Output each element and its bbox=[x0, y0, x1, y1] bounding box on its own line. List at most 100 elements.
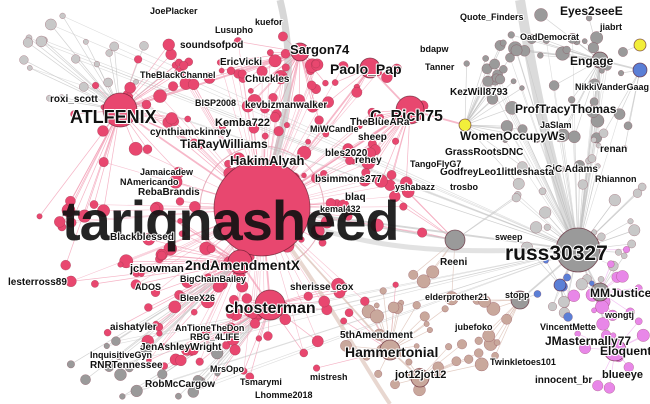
graph-node[interactable] bbox=[318, 295, 330, 308]
graph-node[interactable] bbox=[237, 69, 247, 79]
graph-node[interactable] bbox=[189, 201, 201, 213]
graph-node[interactable] bbox=[482, 75, 494, 87]
graph-node[interactable] bbox=[109, 41, 120, 52]
graph-node[interactable] bbox=[189, 138, 200, 149]
graph-node[interactable] bbox=[322, 130, 330, 138]
graph-node[interactable] bbox=[268, 54, 282, 68]
graph-node[interactable] bbox=[607, 309, 619, 321]
graph-node[interactable] bbox=[247, 87, 254, 94]
graph-node[interactable] bbox=[526, 33, 537, 44]
graph-node[interactable] bbox=[426, 327, 433, 334]
graph-node[interactable] bbox=[399, 202, 408, 211]
graph-node[interactable] bbox=[530, 221, 543, 234]
graph-node[interactable] bbox=[240, 367, 248, 375]
graph-node[interactable] bbox=[66, 217, 77, 228]
graph-node[interactable] bbox=[165, 112, 178, 125]
graph-node[interactable] bbox=[178, 292, 188, 302]
graph-node[interactable] bbox=[320, 216, 334, 229]
hub-node-amend[interactable] bbox=[227, 249, 253, 275]
graph-node[interactable] bbox=[474, 336, 483, 345]
graph-node[interactable] bbox=[351, 86, 363, 98]
graph-node[interactable] bbox=[592, 380, 604, 392]
graph-node[interactable] bbox=[105, 49, 113, 57]
graph-node[interactable] bbox=[585, 15, 593, 22]
graph-node[interactable] bbox=[214, 370, 221, 377]
graph-node[interactable] bbox=[211, 347, 224, 360]
graph-node[interactable] bbox=[338, 61, 349, 72]
graph-node[interactable] bbox=[130, 279, 142, 290]
graph-node[interactable] bbox=[124, 81, 136, 94]
graph-node[interactable] bbox=[201, 325, 211, 336]
graph-node[interactable] bbox=[281, 63, 290, 72]
graph-node[interactable] bbox=[417, 227, 428, 238]
graph-node[interactable] bbox=[114, 351, 124, 360]
graph-node[interactable] bbox=[621, 252, 628, 260]
graph-node[interactable] bbox=[35, 35, 48, 48]
graph-node[interactable] bbox=[268, 92, 278, 103]
graph-node[interactable] bbox=[543, 257, 549, 264]
graph-node[interactable] bbox=[623, 121, 633, 131]
graph-node[interactable] bbox=[510, 44, 523, 57]
graph-node[interactable] bbox=[175, 354, 187, 367]
graph-node[interactable] bbox=[517, 124, 528, 135]
graph-node[interactable] bbox=[60, 259, 71, 271]
graph-node[interactable] bbox=[486, 93, 499, 105]
graph-node[interactable] bbox=[444, 291, 459, 306]
graph-node[interactable] bbox=[256, 65, 268, 77]
graph-node[interactable] bbox=[558, 296, 570, 308]
hub-node-gray3[interactable] bbox=[591, 51, 609, 69]
graph-node[interactable] bbox=[451, 356, 462, 367]
graph-node[interactable] bbox=[533, 290, 542, 298]
graph-node[interactable] bbox=[416, 274, 431, 289]
graph-node[interactable] bbox=[534, 8, 548, 22]
graph-node[interactable] bbox=[59, 12, 66, 19]
graph-node[interactable] bbox=[510, 78, 517, 85]
graph-node[interactable] bbox=[310, 224, 325, 238]
graph-node[interactable] bbox=[625, 307, 635, 317]
graph-node[interactable] bbox=[519, 85, 525, 91]
graph-node[interactable] bbox=[236, 280, 249, 293]
hub-node-jot[interactable] bbox=[410, 368, 430, 388]
graph-node[interactable] bbox=[314, 115, 324, 125]
graph-node[interactable] bbox=[505, 52, 515, 63]
graph-node[interactable] bbox=[26, 65, 33, 71]
graph-node[interactable] bbox=[305, 138, 312, 145]
graph-node[interactable] bbox=[54, 216, 66, 228]
graph-node[interactable] bbox=[344, 308, 354, 318]
graph-node[interactable] bbox=[618, 70, 625, 77]
graph-node[interactable] bbox=[216, 59, 224, 66]
hub-node-gray1[interactable] bbox=[444, 229, 466, 251]
graph-node[interactable] bbox=[463, 60, 470, 67]
graph-node[interactable] bbox=[206, 244, 216, 254]
graph-node[interactable] bbox=[499, 39, 507, 47]
graph-node[interactable] bbox=[133, 78, 139, 85]
graph-node[interactable] bbox=[489, 58, 500, 70]
graph-node[interactable] bbox=[320, 169, 328, 178]
graph-node[interactable] bbox=[142, 144, 153, 154]
graph-node[interactable] bbox=[376, 113, 385, 122]
graph-node[interactable] bbox=[70, 110, 79, 119]
graph-node[interactable] bbox=[607, 260, 615, 268]
hub-node-blue2[interactable] bbox=[553, 278, 567, 292]
graph-node[interactable] bbox=[599, 128, 609, 138]
graph-node[interactable] bbox=[280, 74, 288, 82]
graph-node[interactable] bbox=[590, 136, 597, 143]
hub-node-atl[interactable] bbox=[102, 92, 138, 128]
graph-node[interactable] bbox=[204, 273, 213, 282]
graph-node[interactable] bbox=[220, 262, 227, 270]
graph-node[interactable] bbox=[280, 48, 291, 59]
graph-node[interactable] bbox=[486, 301, 501, 316]
hub-node-chost[interactable] bbox=[254, 289, 286, 321]
graph-node[interactable] bbox=[482, 329, 496, 343]
graph-node[interactable] bbox=[279, 313, 292, 326]
graph-node[interactable] bbox=[581, 38, 588, 44]
graph-node[interactable] bbox=[597, 232, 606, 241]
graph-node[interactable] bbox=[616, 270, 629, 283]
graph-node[interactable] bbox=[130, 384, 143, 397]
graph-node[interactable] bbox=[188, 78, 200, 91]
graph-node[interactable] bbox=[512, 177, 525, 190]
graph-node[interactable] bbox=[374, 174, 388, 188]
graph-node[interactable] bbox=[181, 276, 194, 289]
graph-node[interactable] bbox=[103, 328, 112, 337]
graph-node[interactable] bbox=[542, 36, 550, 44]
